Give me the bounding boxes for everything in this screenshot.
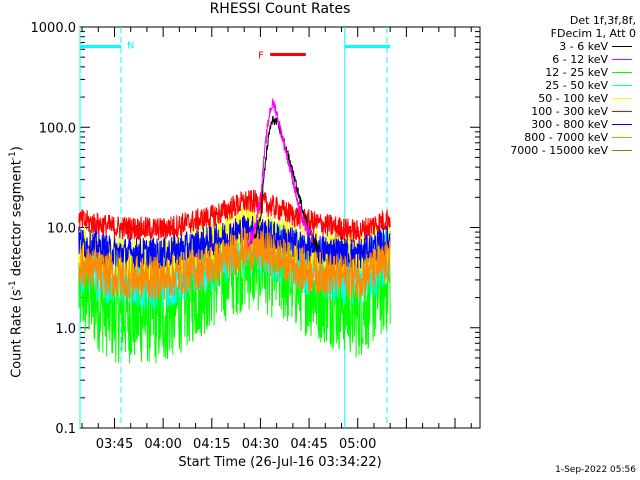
y-tick-label: 100.0 xyxy=(39,121,76,136)
legend-entry-label: 12 - 25 keV xyxy=(545,66,608,79)
legend-entry-label: 6 - 12 keV xyxy=(552,53,608,66)
y-axis-label-exponent: -1 xyxy=(8,280,18,290)
legend-entry-swatch xyxy=(612,150,632,151)
series-line xyxy=(247,98,313,248)
legend-entry-label: 7000 - 15000 keV xyxy=(510,144,608,157)
legend-header-line: FDecim 1, Att 0 xyxy=(550,27,636,40)
y-tick-label: 10.0 xyxy=(47,222,76,237)
x-tick-label: 04:30 xyxy=(242,437,279,452)
legend-entry: 3 - 6 keV xyxy=(484,40,636,53)
legend-entry: 800 - 7000 keV xyxy=(484,131,636,144)
legend-entry-swatch xyxy=(612,59,632,60)
y-tick-label: 0.1 xyxy=(55,422,76,437)
y-axis-label: Count Rate (s-1 detector segment-1) xyxy=(8,102,24,422)
legend-entry-swatch xyxy=(612,46,632,47)
legend-entry-label: 800 - 7000 keV xyxy=(524,131,608,144)
legend: Det 1f,3f,8f, FDecim 1, Att 0 3 - 6 keV 6… xyxy=(484,14,636,157)
legend-entry-swatch xyxy=(612,85,632,86)
x-tick-label: 04:00 xyxy=(144,437,181,452)
y-tick-label: 1.0 xyxy=(55,322,76,337)
y-axis-label-part: Count Rate (s xyxy=(9,289,25,378)
legend-entry-swatch xyxy=(612,72,632,73)
legend-entry-swatch xyxy=(612,137,632,138)
legend-header-line: Det 1f,3f,8f, xyxy=(569,14,636,27)
legend-entry: 100 - 300 keV xyxy=(484,105,636,118)
legend-entry-label: 300 - 800 keV xyxy=(531,118,608,131)
footer-timestamp: 1-Sep-2022 05:56 xyxy=(555,465,636,475)
legend-entry: 300 - 800 keV xyxy=(484,118,636,131)
y-axis-label-part: detector segment xyxy=(9,160,25,281)
legend-entry-label: 25 - 50 keV xyxy=(545,79,608,92)
series-line xyxy=(78,189,391,243)
legend-entry: 6 - 12 keV xyxy=(484,53,636,66)
legend-entry-swatch xyxy=(612,111,632,112)
legend-entry-swatch xyxy=(612,124,632,125)
night-label: N xyxy=(127,41,134,52)
flare-label: F xyxy=(258,51,264,62)
x-axis-label: Start Time (26-Jul-16 03:34:22) xyxy=(178,455,382,470)
legend-entry: 25 - 50 keV xyxy=(484,79,636,92)
legend-entry: 7000 - 15000 keV xyxy=(484,144,636,157)
x-tick-label: 04:45 xyxy=(290,437,327,452)
chart-title: RHESSI Count Rates xyxy=(209,1,351,17)
y-axis-label-part: ) xyxy=(9,146,25,152)
legend-entry: 50 - 100 keV xyxy=(484,92,636,105)
x-tick-label: 05:00 xyxy=(339,437,376,452)
x-tick-label: 04:15 xyxy=(193,437,230,452)
y-tick-label: 1000.0 xyxy=(31,21,77,36)
legend-entry-swatch xyxy=(612,98,632,99)
series-line xyxy=(78,226,391,301)
legend-entries: 3 - 6 keV 6 - 12 keV 12 - 25 keV 25 - 50 ke… xyxy=(484,40,636,157)
x-tick-label: 03:45 xyxy=(96,437,133,452)
y-axis-label-exponent: -1 xyxy=(8,151,18,161)
legend-entry-label: 100 - 300 keV xyxy=(531,105,608,118)
legend-entry: 12 - 25 keV xyxy=(484,66,636,79)
legend-entry-label: 3 - 6 keV xyxy=(559,40,608,53)
legend-entry-label: 50 - 100 keV xyxy=(538,92,608,105)
